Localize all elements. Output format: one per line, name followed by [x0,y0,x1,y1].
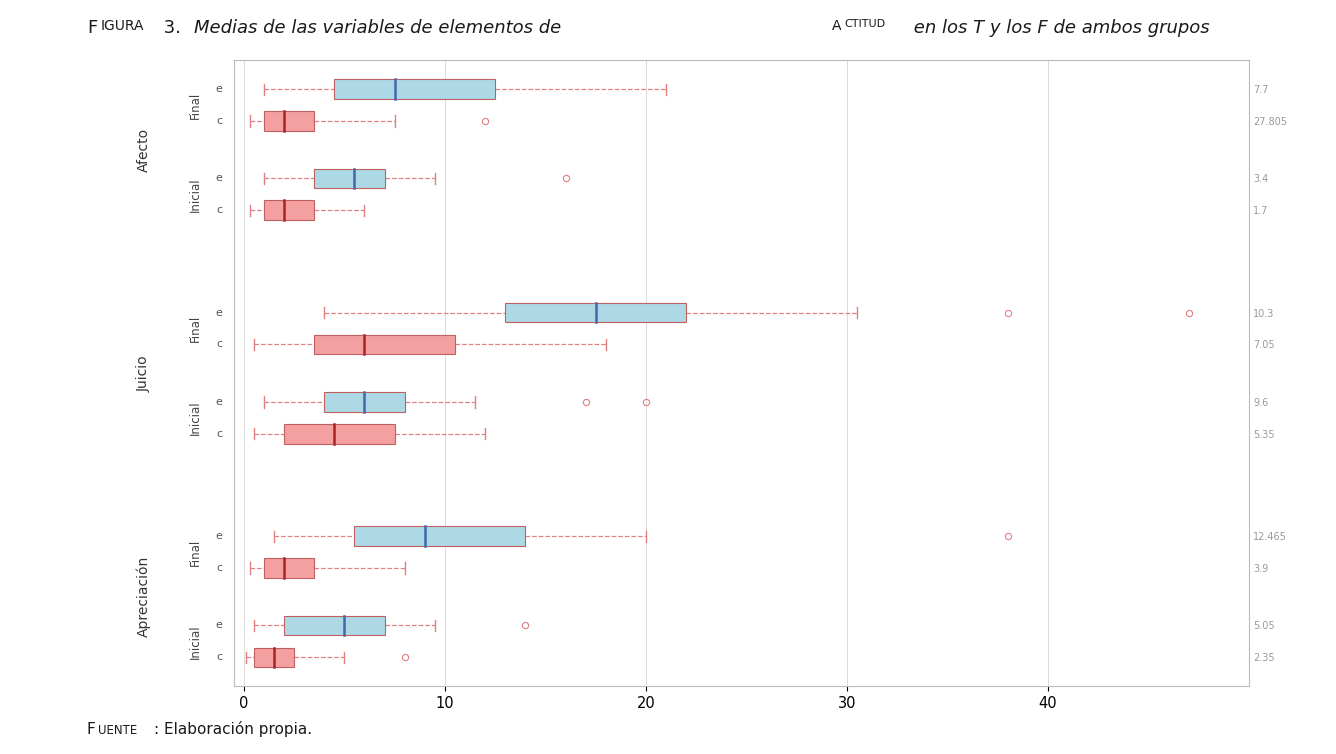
Text: e: e [216,531,223,541]
Text: Inicial: Inicial [188,400,202,435]
Text: c: c [216,339,223,350]
Text: A: A [832,19,842,33]
Text: e: e [216,173,223,183]
Text: c: c [216,563,223,573]
Text: Afecto: Afecto [136,127,151,172]
Text: c: c [216,652,223,663]
Text: Final: Final [188,91,202,118]
Text: c: c [216,116,223,126]
FancyBboxPatch shape [314,169,385,188]
Text: Final: Final [188,538,202,566]
Text: Final: Final [188,315,202,342]
Text: en los T y los F de ambos grupos: en los T y los F de ambos grupos [908,19,1210,37]
Text: CTITUD: CTITUD [844,19,886,29]
Text: F: F [87,19,98,37]
FancyBboxPatch shape [265,558,314,578]
FancyBboxPatch shape [334,79,496,99]
Text: Inicial: Inicial [188,624,202,659]
Text: 3.: 3. [158,19,187,37]
Text: e: e [216,84,223,94]
Text: e: e [216,621,223,630]
Text: Inicial: Inicial [188,177,202,212]
Text: IGURA: IGURA [100,19,144,33]
Text: c: c [216,205,223,216]
FancyBboxPatch shape [505,302,687,323]
Text: : Elaboración propia.: : Elaboración propia. [154,722,311,737]
FancyBboxPatch shape [325,392,405,412]
FancyBboxPatch shape [254,648,294,667]
Text: Juicio: Juicio [136,355,151,391]
FancyBboxPatch shape [354,526,525,546]
FancyBboxPatch shape [314,335,456,354]
FancyBboxPatch shape [265,201,314,220]
Text: UENTE: UENTE [98,725,136,737]
FancyBboxPatch shape [285,615,385,636]
Text: Apreciación: Apreciación [136,556,151,637]
Text: e: e [216,397,223,407]
Text: F: F [87,722,96,737]
FancyBboxPatch shape [285,424,394,444]
FancyBboxPatch shape [265,111,314,131]
Text: Medias de las variables de elementos de: Medias de las variables de elementos de [194,19,566,37]
Text: c: c [216,429,223,439]
Text: e: e [216,308,223,317]
